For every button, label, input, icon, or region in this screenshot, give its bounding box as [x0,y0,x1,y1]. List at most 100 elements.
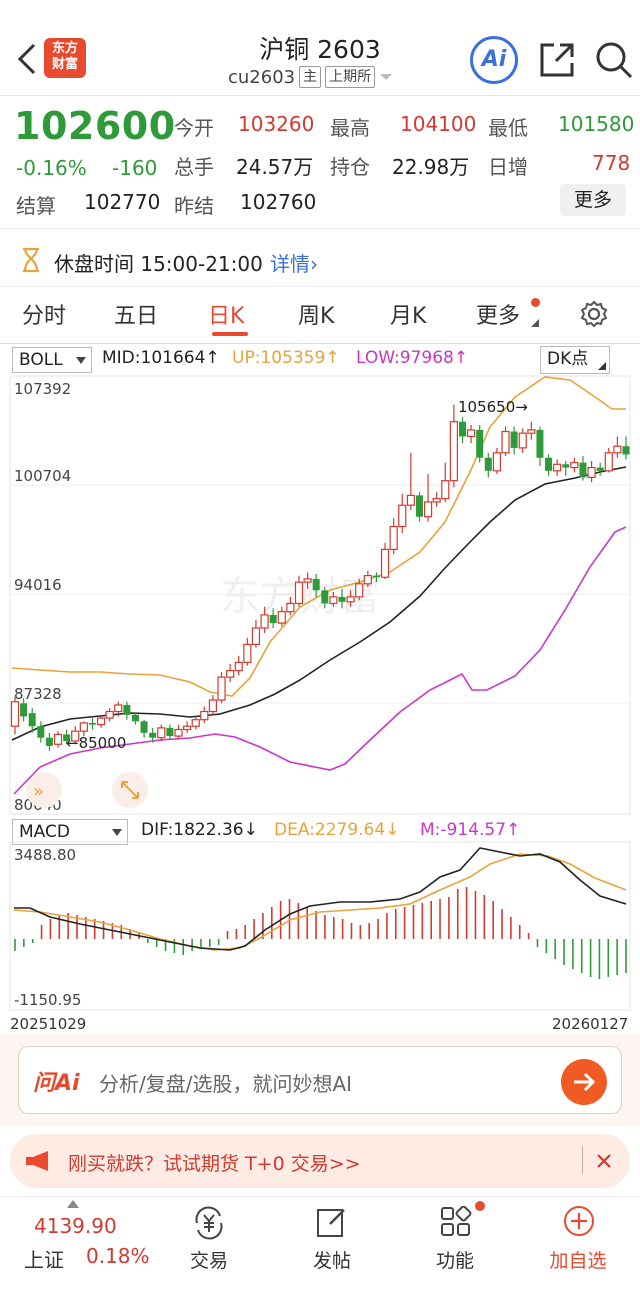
tab-post[interactable]: 发帖 [312,1250,351,1272]
high-value: 104100 [400,112,477,136]
tab-weekly-k[interactable]: 周K [298,304,335,329]
candle-body [286,602,295,613]
contract-title: 沪铜 2603 [259,35,381,64]
chevron-down-icon [380,74,393,80]
share-icon[interactable] [538,41,576,79]
oi-change-value: 778 [592,151,631,175]
candle-body [501,430,510,454]
candle-body [389,525,398,551]
prev-settle-label: 昨结 [174,194,214,218]
yuan-exchange-icon[interactable] [192,1206,226,1240]
candle-body [476,429,484,458]
macd-y-bottom-label: -1150.95 [14,991,81,1009]
candle-body [458,421,466,437]
candle-body [79,722,88,732]
candle-body [604,452,613,472]
contract-subtitle[interactable]: cu2603 主 上期所 [228,66,393,88]
boll-low-value: LOW:97968↑ [356,348,469,368]
candle-body [553,463,562,472]
active-tab-indicator [212,332,248,336]
notice-details-link[interactable]: 详情› [270,252,318,276]
tab-functions[interactable]: 功能 [435,1250,474,1272]
candle-body [518,432,527,449]
low-label: 最低 [488,116,528,140]
index-name[interactable]: 上证 [24,1248,64,1272]
candle-body [20,703,28,717]
candlesticks [10,404,630,751]
prev-settle-value: 102760 [240,190,317,214]
candle-body [312,578,320,591]
candle-body [329,596,338,605]
y-axis-label: 94016 [14,576,62,594]
open-value: 103260 [238,112,315,136]
dif-line [14,847,627,951]
candle-body [45,737,53,746]
compose-post-icon[interactable] [316,1206,348,1238]
ai-input-placeholder[interactable]: 分析/复盘/选股，就问妙想AI [99,1072,353,1096]
last-price: 102600 [14,104,176,148]
promo-banner[interactable]: 刚买就跌？试试期货 T+0 交易>> [10,1134,630,1188]
candle-body [372,575,380,578]
main-contract-tag: 主 [299,66,322,88]
open-label: 今开 [174,116,214,140]
tab-add-watchlist[interactable]: 加自选 [549,1250,607,1272]
high-annotation: 105650→ [458,398,528,416]
tab-more[interactable]: 更多 [476,304,521,329]
candle-body [191,719,200,727]
candle-body [536,429,544,458]
candle-body [131,714,139,722]
index-change: 0.18% [86,1244,150,1268]
corner-triangle-icon [598,362,606,370]
expand-left-button[interactable] [26,772,62,808]
add-favorite-icon[interactable] [562,1204,596,1238]
candle-body [157,727,166,739]
settings-gear-icon[interactable] [580,300,608,328]
candle-body [321,590,329,604]
candle-body [243,643,252,663]
macd-panel-frame [9,841,631,1011]
hourglass-icon [23,247,39,273]
trading-break-notice: 休盘时间 15:00-21:00 [54,252,263,276]
ai-submit-button[interactable] [561,1059,607,1105]
ai-brand-label: 问Ai [33,1071,80,1096]
dk-point-button[interactable]: DK点 [540,346,610,374]
search-icon[interactable] [594,40,634,80]
functions-grid-icon[interactable] [440,1206,472,1238]
volume-value: 24.57万 [236,155,314,179]
open-interest-label: 持仓 [330,155,370,179]
tab-five-day[interactable]: 五日 [114,304,159,329]
tab-monthly-k[interactable]: 月K [390,304,427,329]
candle-body [200,710,209,721]
close-icon[interactable] [596,1153,612,1169]
start-date-label: 20251029 [10,1015,86,1033]
back-arrow-icon[interactable] [14,42,38,76]
main-indicator-select[interactable]: BOLL [12,347,92,373]
low-annotation: ←85000 [66,734,126,752]
tab-daily-k[interactable]: 日K [208,304,245,329]
ai-assistant-button[interactable]: Ai [470,36,518,84]
candle-body [484,457,492,471]
candle-body [251,627,261,645]
y-axis-label: 87328 [14,685,62,703]
candle-body [96,717,106,726]
divider [582,1146,583,1174]
tab-timeshare[interactable]: 分时 [22,304,67,329]
candle-body [398,504,407,528]
candle-body [28,713,36,727]
candle-body [380,548,390,578]
ai-query-box[interactable]: 问Ai 分析/复盘/选股，就问妙想AI [18,1046,622,1114]
candle-body [53,733,63,745]
candle-body [613,445,622,454]
macd-y-top-label: 3488.80 [14,846,76,864]
bottom-tab-bar [0,1196,640,1311]
volume-label: 总手 [174,155,214,179]
more-quote-button[interactable]: 更多 [560,184,626,216]
y-axis-label: 107392 [14,380,71,398]
boll-upper-band [11,376,626,697]
candle-body [338,596,346,602]
candle-body [579,462,587,478]
sub-indicator-select[interactable]: MACD [12,819,128,845]
tab-trade[interactable]: 交易 [189,1250,228,1272]
settle-label: 结算 [16,194,56,218]
